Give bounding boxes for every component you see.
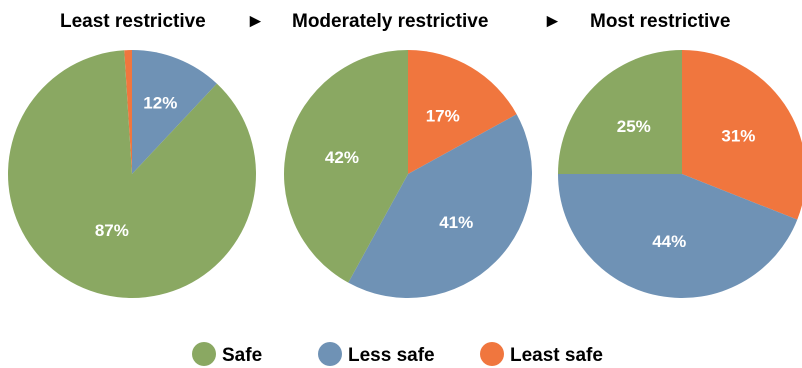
pie-2-slice-least-safe: [408, 50, 517, 174]
legend-swatch-less-safe: [318, 342, 342, 366]
pie-1-label-less-safe: 12%: [143, 94, 177, 113]
pie-1-label-safe: 87%: [95, 221, 129, 240]
title-most-restrictive: Most restrictive: [590, 11, 730, 32]
title-moderately-restrictive: Moderately restrictive: [292, 11, 488, 32]
pie-1-slice-least-safe: [124, 50, 132, 174]
legend-label-safe: Safe: [222, 345, 262, 366]
pie-1-slice-less-safe: [132, 50, 217, 174]
pie-2-slice-safe: [284, 50, 408, 283]
title-least-restrictive: Least restrictive: [60, 11, 206, 32]
arrow-2: ►: [543, 11, 562, 32]
legend-label-less-safe: Less safe: [348, 345, 435, 366]
pies-group: 12% 87% 17% 41% 42% 31% 44% 25%: [7, 50, 802, 298]
pie-2-label-least-safe: 17%: [426, 106, 460, 125]
pie-3-label-safe: 25%: [617, 117, 651, 136]
pie-2-label-safe: 42%: [325, 148, 359, 167]
legend-label-least-safe: Least safe: [510, 345, 603, 366]
pie-2-label-less-safe: 41%: [439, 213, 473, 232]
legend-swatch-safe: [192, 342, 216, 366]
pie-3-slice-least-safe: [682, 50, 802, 220]
pie-2-slice-less-safe: [348, 114, 533, 298]
pie-3-label-less-safe: 44%: [652, 232, 686, 251]
pie-3-label-least-safe: 31%: [721, 127, 755, 146]
pie-1-slice-safe: [7, 50, 256, 298]
pie-3-slice-safe: [558, 50, 682, 174]
legend-swatch-least-safe: [480, 342, 504, 366]
arrow-1: ►: [246, 11, 265, 32]
legend: Safe Less safe Least safe: [192, 342, 603, 366]
pie-3-slice-less-safe: [558, 174, 798, 298]
